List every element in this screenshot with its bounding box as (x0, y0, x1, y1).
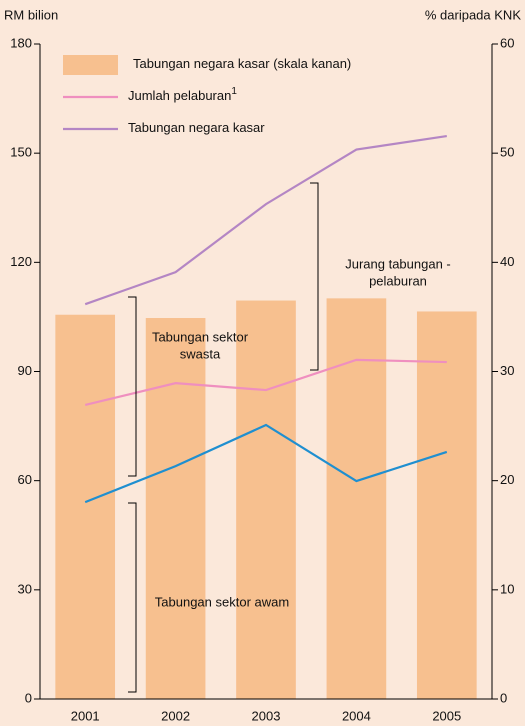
y2-tick-label: 30 (500, 363, 514, 378)
y-tick-label: 120 (10, 254, 32, 269)
annotation: Jurang tabungan - (345, 256, 451, 271)
annotation: swasta (180, 346, 221, 361)
bracket (310, 182, 319, 371)
legend-text: Tabungan negara kasar (skala kanan) (133, 56, 351, 71)
line-series (84, 134, 447, 306)
annotation: pelaburan (369, 273, 427, 288)
x-tick-label: 2001 (71, 708, 100, 723)
y2-tick-label: 20 (500, 472, 514, 487)
y2-tick-label: 0 (500, 690, 507, 705)
bracket (128, 296, 137, 477)
y-tick-label: 0 (25, 690, 32, 705)
y-tick-label: 30 (18, 581, 32, 596)
legend-text: Tabungan negara kasar (128, 120, 265, 135)
y-tick-label: 90 (18, 363, 32, 378)
y-tick-label: 180 (10, 35, 32, 50)
bar (55, 314, 116, 699)
y2-axis-label: % daripada KNK (425, 7, 521, 22)
bar (145, 318, 206, 699)
legend-label: Jumlah pelaburan1 (128, 86, 237, 104)
legend-label: Tabungan negara kasar (skala kanan) (133, 56, 351, 71)
bracket (128, 502, 137, 693)
annotation: Tabungan sektor (152, 329, 249, 344)
y-tick-label: 150 (10, 145, 32, 160)
y-axis-label: RM bilion (4, 7, 58, 22)
legend-label: Tabungan negara kasar (128, 120, 265, 135)
legend-swatch (63, 55, 118, 75)
annotation: Tabungan sektor awam (155, 594, 289, 609)
bar (236, 300, 296, 699)
y2-tick-label: 50 (500, 145, 514, 160)
x-tick-label: 2002 (161, 708, 190, 723)
bar (326, 298, 387, 699)
line-series (84, 423, 448, 504)
y2-tick-label: 40 (500, 254, 514, 269)
y2-tick-label: 10 (500, 581, 514, 596)
x-tick-label: 2003 (252, 708, 281, 723)
x-tick-label: 2005 (432, 708, 461, 723)
legend-text: Jumlah pelaburan (128, 88, 231, 103)
x-tick-label: 2004 (342, 708, 371, 723)
y2-tick-label: 60 (500, 35, 514, 50)
legend-note: 1 (231, 86, 237, 97)
bar (416, 311, 477, 699)
line-series (84, 358, 447, 407)
y-tick-label: 60 (18, 472, 32, 487)
